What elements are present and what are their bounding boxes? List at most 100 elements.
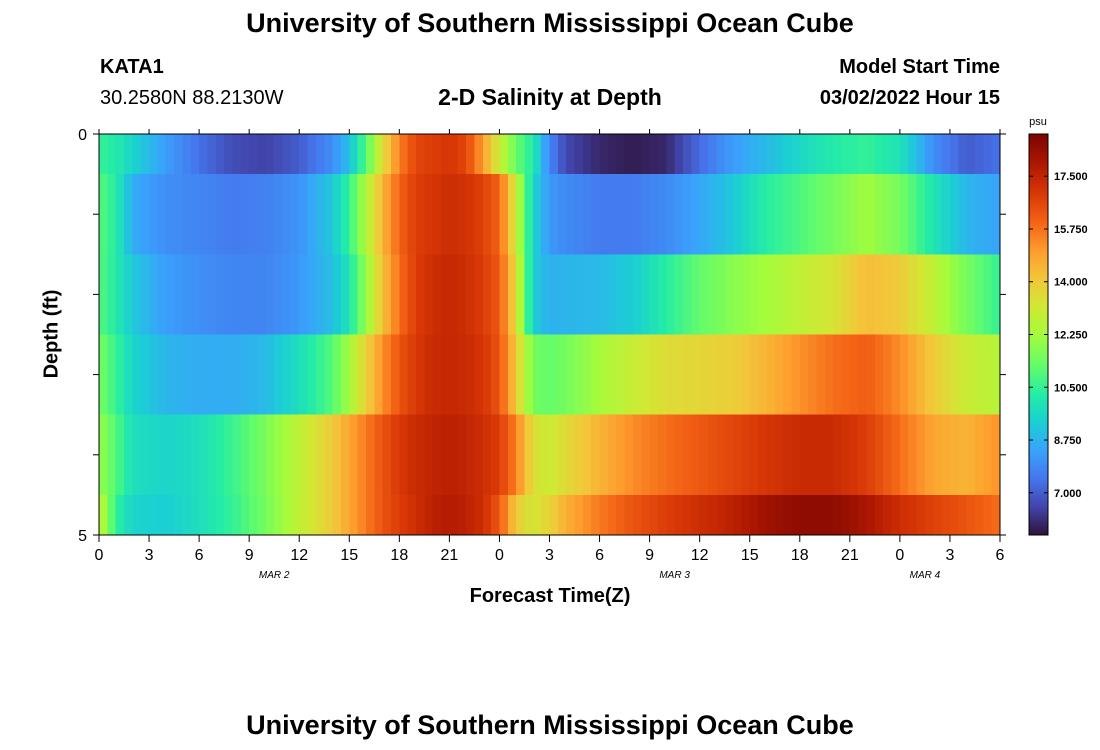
- heat-cell: [224, 414, 234, 495]
- heat-cell: [849, 334, 859, 415]
- heat-cell: [240, 134, 250, 175]
- heat-cell: [115, 334, 125, 415]
- heat-cell: [816, 414, 826, 495]
- heat-cell: [516, 254, 526, 335]
- x-axis-title: Forecast Time(Z): [469, 585, 631, 607]
- heat-cell: [774, 494, 784, 535]
- heat-cell: [232, 334, 242, 415]
- heat-cell: [949, 134, 959, 175]
- heat-cell: [566, 494, 576, 535]
- heat-cell: [357, 174, 367, 255]
- heat-cell: [290, 414, 300, 495]
- heat-cell: [432, 254, 442, 335]
- heat-cell: [966, 174, 976, 255]
- heat-cell: [282, 254, 292, 335]
- heat-cell: [132, 494, 142, 535]
- heat-cell: [491, 414, 501, 495]
- heat-cell: [499, 134, 509, 175]
- heat-cell: [908, 414, 918, 495]
- heat-cell: [274, 414, 284, 495]
- heat-cell: [240, 414, 250, 495]
- heat-cell: [124, 414, 133, 495]
- heat-cell: [449, 134, 459, 175]
- heat-cell: [399, 254, 409, 335]
- station-coords: 30.2580N 88.2130W: [100, 87, 284, 109]
- heat-cell: [290, 134, 300, 175]
- heat-cell: [916, 134, 926, 175]
- heat-cell: [265, 414, 275, 495]
- heat-cell: [499, 334, 509, 415]
- heat-cell: [624, 254, 634, 335]
- heat-cell: [708, 174, 717, 255]
- heat-cell: [699, 134, 709, 175]
- heat-cell: [115, 254, 125, 335]
- heat-cell: [849, 494, 859, 535]
- heat-cell: [649, 334, 659, 415]
- heat-cell: [249, 414, 259, 495]
- heat-cell: [332, 254, 342, 335]
- heat-cell: [507, 254, 517, 335]
- heat-cell: [941, 254, 951, 335]
- heat-cell: [749, 414, 759, 495]
- heat-cell: [190, 494, 200, 535]
- heat-cell: [407, 494, 417, 535]
- heat-cell: [716, 134, 726, 175]
- heat-cell: [808, 254, 818, 335]
- heat-cell: [649, 134, 659, 175]
- heat-cell: [340, 174, 350, 255]
- heat-cell: [899, 414, 909, 495]
- heat-cell: [616, 414, 626, 495]
- heat-cell: [774, 134, 784, 175]
- heat-cell: [149, 414, 158, 495]
- heat-cell: [149, 494, 158, 535]
- heat-cell: [357, 254, 367, 335]
- heat-cell: [224, 334, 234, 415]
- heat-cell: [974, 414, 984, 495]
- heat-cell: [874, 174, 884, 255]
- heat-cell: [816, 334, 826, 415]
- heat-cell: [591, 414, 601, 495]
- heat-cell: [174, 494, 184, 535]
- heat-cell: [491, 174, 501, 255]
- heat-cell: [240, 174, 250, 255]
- heat-cell: [666, 414, 676, 495]
- heat-cell: [991, 254, 1001, 335]
- heat-cell: [733, 254, 742, 335]
- heat-cell: [691, 334, 701, 415]
- heat-cell: [340, 134, 350, 175]
- heat-cell: [599, 134, 609, 175]
- heat-cell: [174, 134, 184, 175]
- heat-cell: [457, 334, 467, 415]
- x-tick-label: 0: [495, 547, 504, 564]
- heat-cell: [924, 334, 934, 415]
- heat-cell: [557, 134, 567, 175]
- heat-cell: [641, 494, 651, 535]
- heat-cell: [758, 254, 767, 335]
- y-tick-label: 0: [78, 127, 87, 144]
- heat-cell: [99, 414, 108, 495]
- heat-cell: [532, 134, 542, 175]
- heat-cell: [199, 254, 209, 335]
- heat-cell: [891, 134, 901, 175]
- heat-cell: [574, 414, 584, 495]
- heat-cell: [416, 134, 425, 175]
- heat-cell: [666, 334, 676, 415]
- model-start-label: Model Start Time: [839, 56, 1000, 78]
- heat-cell: [616, 174, 626, 255]
- heat-cell: [766, 254, 776, 335]
- heat-cell: [983, 174, 993, 255]
- x-tick-label: 3: [145, 547, 154, 564]
- heat-cell: [541, 334, 551, 415]
- heat-cell: [399, 414, 409, 495]
- heat-cell: [374, 254, 384, 335]
- heat-cell: [624, 134, 634, 175]
- x-tick-label: 15: [340, 547, 358, 564]
- heat-cell: [682, 134, 692, 175]
- heat-cell: [758, 334, 767, 415]
- heat-cell: [624, 174, 634, 255]
- heat-cell: [315, 174, 325, 255]
- heat-cell: [899, 134, 909, 175]
- heat-cell: [416, 334, 425, 415]
- heat-cell: [365, 494, 375, 535]
